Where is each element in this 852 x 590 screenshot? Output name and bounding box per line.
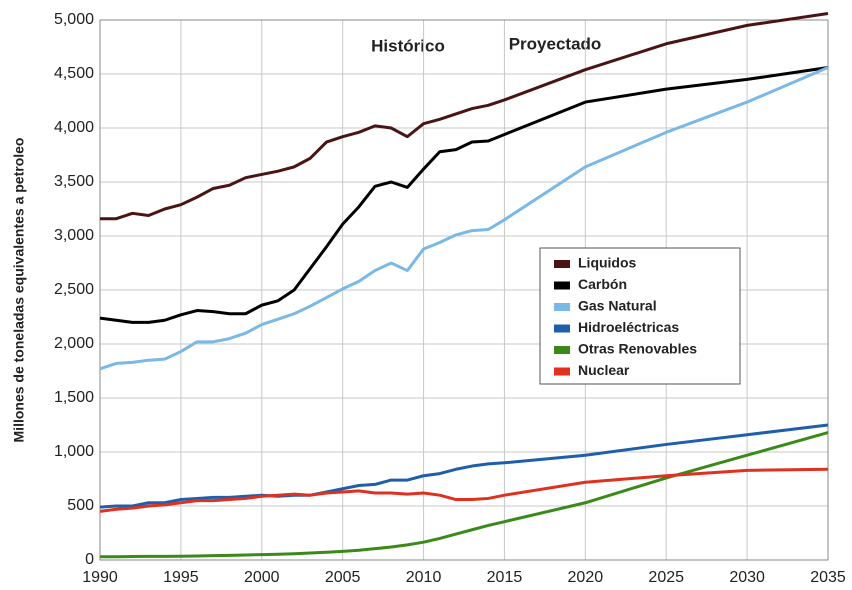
x-tick-label: 1990 [82, 569, 118, 586]
legend-swatch [554, 367, 570, 376]
y-axis-label: Millones de toneladas equivalentes a pet… [11, 138, 27, 443]
annotation: Proyectado [509, 34, 602, 53]
y-tick-label: 500 [67, 497, 94, 514]
y-tick-label: 5,000 [54, 11, 94, 28]
series-line [99, 66, 829, 324]
plot-frame [99, 19, 829, 561]
y-tick-label: 0 [85, 551, 94, 568]
legend-box [539, 247, 741, 385]
x-tick-label: 2015 [487, 569, 523, 586]
legend-label: Otras Renovables [578, 341, 697, 357]
y-tick-label: 3,500 [54, 173, 94, 190]
series-line [99, 66, 829, 371]
legend-swatch [554, 324, 570, 333]
y-tick-label: 1,000 [54, 443, 94, 460]
series-line [99, 423, 829, 509]
legend-swatch [554, 281, 570, 290]
legend-swatch [554, 303, 570, 311]
series-line [100, 431, 829, 559]
x-tick-label: 2000 [244, 569, 280, 586]
legend-label: Liquidos [578, 255, 637, 271]
series-line [100, 12, 829, 221]
legend-label: Hidroeléctricas [578, 319, 679, 335]
legend-label: Gas Natural [578, 298, 657, 314]
x-tick-label: 2020 [568, 569, 604, 586]
annotation: Histórico [371, 36, 445, 55]
y-tick-label: 3,000 [54, 227, 94, 244]
series-line [99, 467, 829, 513]
legend-swatch [554, 346, 570, 354]
y-tick-label: 2,500 [54, 281, 94, 298]
x-tick-label: 2005 [325, 569, 361, 586]
y-tick-label: 4,500 [54, 65, 94, 82]
y-tick-label: 4,000 [54, 119, 94, 136]
legend-swatch [554, 260, 570, 268]
x-tick-label: 2010 [406, 569, 442, 586]
x-tick-label: 1995 [163, 569, 199, 586]
x-tick-label: 2030 [729, 569, 765, 586]
x-tick-label: 2025 [648, 569, 684, 586]
legend-label: Carbón [578, 276, 627, 292]
x-tick-label: 2035 [810, 569, 846, 586]
legend-label: Nuclear [578, 362, 630, 378]
y-tick-label: 2,000 [54, 335, 94, 352]
y-tick-label: 1,500 [54, 389, 94, 406]
